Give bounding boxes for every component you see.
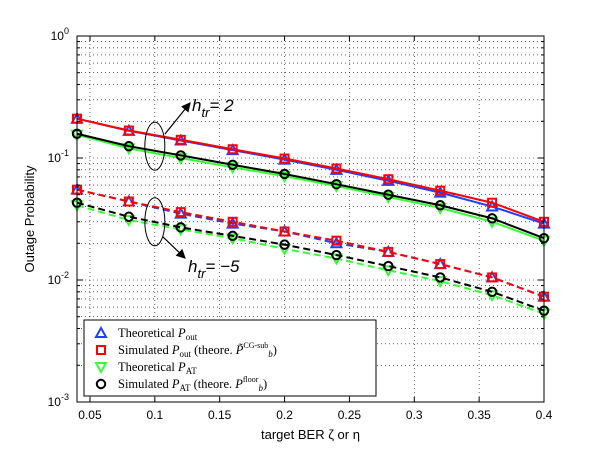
- data-point: [383, 174, 394, 185]
- legend-marker: [96, 345, 106, 355]
- axes: 0.05 0.1 0.15 0.2 0.25 0.3 0.35 0.4 10-3 10-2 10-1…: [48, 26, 553, 422]
- legend-label: Simulated Pout (theore. P̃CG-subb): [118, 341, 277, 359]
- series-line: [76, 204, 545, 315]
- data-point: [123, 125, 134, 136]
- legend-marker: [94, 325, 108, 338]
- series-line: [76, 188, 545, 298]
- x-tick-label: 0.35: [467, 408, 491, 422]
- group-ellipse-htr-m5: [144, 197, 166, 247]
- legend-entry-2: Theoretical PAT: [94, 360, 197, 376]
- legend-entry-0: Theoretical Pout: [94, 325, 198, 342]
- data-point: [175, 222, 186, 233]
- data-point: [227, 230, 238, 242]
- data-point: [487, 197, 498, 208]
- series-5: [72, 184, 549, 302]
- y-tick-label: 10-3: [48, 392, 69, 409]
- series-line: [76, 117, 545, 223]
- data-point: [279, 168, 290, 180]
- data-point: [331, 178, 342, 190]
- legend-entry-1: Simulated Pout (theore. P̃CG-subb): [96, 341, 277, 359]
- data-point: [486, 286, 498, 298]
- annotation-htr-2: htr= 2: [192, 96, 234, 120]
- data-point: [331, 163, 342, 174]
- annotation-arrow-htr-2: [164, 102, 191, 135]
- x-tick-label: 0.25: [338, 408, 362, 422]
- data-point: [435, 200, 446, 211]
- series-layer: [70, 111, 551, 321]
- data-point: [175, 207, 186, 218]
- data-point: [123, 211, 135, 222]
- x-axis-label: target BER ζ or η: [261, 427, 360, 442]
- data-point: [123, 196, 134, 207]
- x-tick-label: 0.15: [208, 408, 232, 422]
- data-point: [331, 249, 342, 261]
- legend-marker: [94, 362, 108, 375]
- data-point: [227, 216, 238, 227]
- data-point: [383, 189, 394, 200]
- series-line: [76, 132, 545, 240]
- data-point: [435, 185, 446, 196]
- data-point: [227, 144, 238, 155]
- legend-entry-3: Simulated PAT (theore. Pfloorb): [95, 375, 267, 393]
- x-tick-label: 0.3: [406, 408, 423, 422]
- data-point: [225, 216, 240, 229]
- series-line: [76, 133, 545, 242]
- annotation-arrow-htr-m5: [162, 236, 186, 259]
- y-tick-label: 10-1: [48, 148, 69, 165]
- data-point: [383, 246, 394, 257]
- data-point: [435, 272, 446, 283]
- data-point: [383, 260, 394, 272]
- data-point: [329, 236, 344, 249]
- data-point: [487, 272, 498, 283]
- data-point: [381, 265, 396, 278]
- series-line: [76, 201, 545, 312]
- data-point: [279, 153, 290, 164]
- data-point: [279, 239, 290, 250]
- plot-frame: [76, 35, 545, 403]
- data-point: [175, 134, 186, 145]
- data-point: [175, 150, 186, 161]
- x-tick-label: 0.1: [146, 408, 163, 422]
- legend-label: Theoretical PAT: [118, 360, 197, 376]
- y-tick-label: 10-2: [48, 270, 69, 287]
- data-point: [123, 140, 135, 152]
- x-tick-label: 0.05: [78, 408, 102, 422]
- legend-label: Theoretical Pout: [118, 326, 198, 342]
- annotation-htr-m5: htr= −5: [188, 257, 240, 281]
- x-tick-label: 0.4: [536, 408, 553, 422]
- legend-marker: [95, 378, 107, 390]
- x-tick-label: 0.2: [276, 408, 293, 422]
- data-point: [486, 213, 498, 224]
- y-axis-label: Outage Probability: [22, 165, 37, 272]
- legend-box: [83, 319, 377, 397]
- data-point: [227, 159, 238, 170]
- data-point: [279, 226, 290, 237]
- group-ellipse-htr-2: [144, 121, 166, 171]
- data-point: [329, 180, 344, 194]
- annotations: htr= 2 htr= −5: [144, 96, 240, 281]
- y-tick-label: 100: [51, 26, 69, 43]
- legend-label: Simulated PAT (theore. Pfloorb): [118, 375, 267, 393]
- data-point: [435, 259, 446, 270]
- data-point: [174, 206, 188, 219]
- data-point: [331, 235, 342, 246]
- series-1: [72, 113, 549, 227]
